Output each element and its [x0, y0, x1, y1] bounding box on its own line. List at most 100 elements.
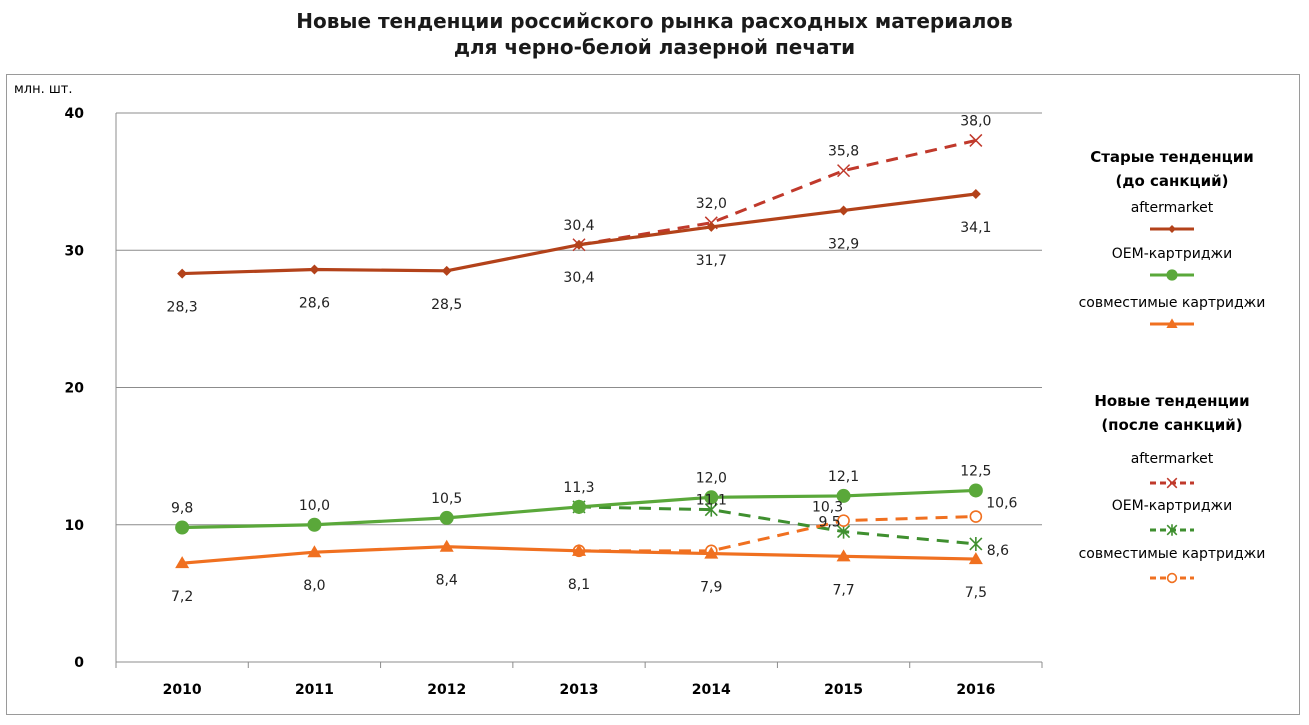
data-point [970, 188, 981, 199]
data-point [704, 490, 719, 505]
data-point [309, 264, 320, 275]
data-label: 7,5 [965, 585, 987, 601]
data-label: 31,7 [696, 253, 727, 269]
triangle-marker-shape [307, 545, 322, 558]
data-label: 35,8 [828, 144, 859, 160]
data-point [572, 499, 586, 514]
y-tick-label: 0 [74, 655, 84, 671]
x-tick-label: 2013 [560, 682, 599, 698]
legend-label: ОЕМ-картриджи [1112, 246, 1232, 262]
data-label: 11,1 [696, 493, 727, 509]
data-label: 30,4 [563, 270, 594, 286]
data-point [968, 483, 983, 498]
diamond-marker-shape [441, 265, 452, 276]
diamond-marker-shape [706, 221, 717, 232]
data-point [969, 510, 983, 523]
triangle-marker-shape [968, 552, 983, 565]
data-label: 12,5 [960, 463, 991, 479]
circle-marker-shape [1166, 269, 1178, 281]
data-point [572, 543, 586, 556]
y-axis-unit-label: млн. шт. [14, 82, 73, 97]
legend-label: совместимые картриджи [1079, 295, 1266, 311]
y-tick-label: 20 [65, 381, 85, 397]
y-tick-label: 40 [65, 106, 85, 122]
data-point [837, 524, 851, 539]
diamond-marker-shape [177, 268, 188, 279]
legend-label: ОЕМ-картриджи [1112, 498, 1232, 514]
diamond-marker-shape [838, 205, 849, 216]
legend-label: aftermarket [1131, 451, 1214, 467]
data-label: 11,3 [563, 480, 594, 496]
x-tick-label: 2012 [427, 682, 466, 698]
data-label: 12,1 [828, 469, 859, 485]
diamond-marker-shape [970, 188, 981, 199]
open-circle-marker-shape [969, 510, 983, 523]
data-label: 8,6 [987, 543, 1009, 559]
data-point [969, 133, 983, 147]
data-label: 38,0 [960, 113, 991, 129]
asterisk-marker-shape [704, 502, 718, 517]
x-marker-shape [1166, 477, 1178, 489]
data-point [837, 164, 851, 178]
data-label: 10,0 [299, 498, 330, 514]
data-point [439, 510, 454, 525]
circle-marker-shape [175, 520, 190, 535]
data-label: 34,1 [960, 220, 991, 236]
chart-title: Новые тенденции российского рынка расход… [0, 8, 1309, 60]
data-label: 10,3 [812, 500, 843, 516]
x-tick-label: 2010 [163, 682, 202, 698]
diamond-marker-shape [1168, 225, 1176, 233]
data-label: 8,4 [436, 573, 458, 589]
open-circle-marker-shape [1166, 572, 1178, 584]
circle-marker-shape [968, 483, 983, 498]
data-point [968, 552, 983, 565]
x-tick-label: 2015 [824, 682, 863, 698]
diamond-marker-shape [309, 264, 320, 275]
data-label: 32,0 [696, 196, 727, 212]
x-tick-label: 2016 [956, 682, 995, 698]
data-point [441, 265, 452, 276]
data-label: 30,4 [563, 218, 594, 234]
series-line-3 [578, 138, 977, 247]
diamond-marker-shape [574, 239, 584, 250]
data-point [836, 488, 851, 503]
data-point [704, 546, 719, 559]
data-label: 9,5 [818, 515, 840, 531]
triangle-marker-shape [836, 549, 851, 562]
data-point [307, 517, 322, 532]
data-label: 8,0 [303, 578, 325, 594]
y-tick-label: 30 [65, 243, 85, 259]
circle-marker-shape [704, 490, 719, 505]
legend-swatch-marker [1166, 269, 1178, 281]
data-label: 10,5 [431, 491, 462, 507]
series-line-5 [579, 515, 976, 553]
legend-group-title: Новые тенденции [1094, 392, 1249, 410]
data-point [177, 268, 188, 279]
data-point [175, 520, 190, 535]
asterisk-marker-shape [969, 536, 983, 551]
triangle-marker-shape [175, 556, 190, 569]
data-point [439, 539, 454, 552]
data-label: 9,8 [171, 500, 193, 516]
data-point [837, 514, 850, 527]
data-point [838, 205, 849, 216]
x-tick-label: 2011 [295, 682, 334, 698]
triangle-marker-shape [439, 539, 454, 552]
data-point [574, 239, 584, 250]
legend-swatch-marker [1166, 318, 1178, 328]
circle-marker-shape [307, 517, 322, 532]
legend-swatch-marker [1166, 524, 1178, 536]
legend-group-title: Старые тенденции [1090, 148, 1254, 166]
asterisk-marker-shape [837, 524, 851, 539]
data-label: 28,5 [431, 297, 462, 313]
data-point [307, 545, 322, 558]
chart-title-line-2: для черно-белой лазерной печати [453, 35, 856, 59]
legend-label: совместимые картриджи [1079, 546, 1266, 562]
series-line-0 [182, 192, 977, 276]
asterisk-marker-shape [1166, 524, 1178, 536]
data-label: 7,7 [832, 582, 854, 598]
data-label: 28,3 [167, 300, 198, 316]
series-line-4 [578, 505, 976, 546]
chart-title-line-1: Новые тенденции российского рынка расход… [296, 9, 1013, 33]
